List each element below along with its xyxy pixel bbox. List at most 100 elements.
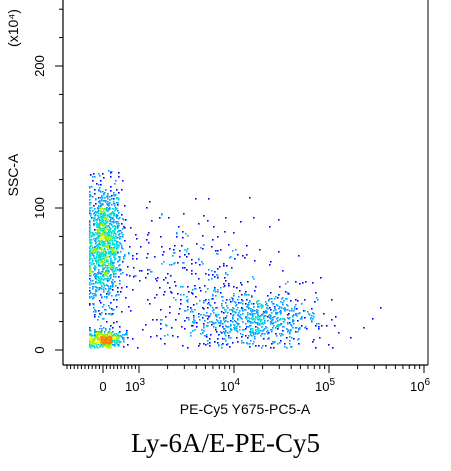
data-point — [98, 243, 100, 245]
data-point — [111, 339, 113, 341]
data-point — [121, 245, 123, 247]
data-point — [270, 316, 272, 318]
data-point — [89, 287, 91, 289]
data-point — [317, 299, 319, 301]
data-point — [99, 334, 101, 336]
data-point — [250, 328, 252, 330]
data-point — [97, 338, 99, 340]
data-point — [103, 335, 105, 337]
data-point — [102, 242, 104, 244]
data-point — [97, 223, 99, 225]
data-point — [92, 339, 94, 341]
data-point — [93, 255, 95, 257]
data-point — [292, 320, 294, 322]
data-point — [98, 173, 100, 175]
data-point — [260, 335, 262, 337]
data-point — [111, 217, 113, 219]
data-point — [296, 313, 298, 315]
data-point — [304, 317, 306, 319]
data-point — [262, 314, 264, 316]
data-point — [104, 336, 106, 338]
data-point — [113, 309, 115, 311]
data-point — [161, 263, 163, 265]
data-point — [103, 200, 105, 202]
data-point — [126, 332, 128, 334]
data-point — [272, 341, 274, 343]
data-point — [232, 317, 234, 319]
data-point — [223, 319, 225, 321]
data-point — [293, 323, 295, 325]
data-point — [90, 280, 92, 282]
data-point — [250, 334, 252, 336]
data-point — [252, 315, 254, 317]
data-point — [263, 329, 265, 331]
data-point — [282, 302, 284, 304]
data-point — [94, 218, 96, 220]
data-point — [205, 299, 207, 301]
data-point — [211, 324, 213, 326]
data-point — [101, 239, 103, 241]
data-point — [209, 321, 211, 323]
data-point — [247, 304, 249, 306]
data-point — [236, 322, 238, 324]
data-point — [267, 316, 269, 318]
data-point — [100, 205, 102, 207]
data-point — [155, 278, 157, 280]
data-point — [89, 282, 91, 284]
data-point — [241, 340, 243, 342]
data-point — [106, 217, 108, 219]
data-point — [132, 258, 134, 260]
data-point — [89, 343, 91, 345]
data-point — [89, 253, 91, 255]
data-point — [266, 311, 268, 313]
data-point — [176, 232, 178, 234]
data-point — [109, 253, 111, 255]
data-point — [119, 280, 121, 282]
data-point — [121, 336, 123, 338]
data-point — [108, 290, 110, 292]
data-point — [236, 330, 238, 332]
data-point — [113, 203, 115, 205]
data-point — [188, 291, 190, 293]
data-point — [101, 340, 103, 342]
data-point — [290, 330, 292, 332]
data-point — [119, 233, 121, 235]
data-point — [205, 335, 207, 337]
data-point — [279, 319, 281, 321]
data-point — [188, 317, 190, 319]
data-point — [92, 232, 94, 234]
data-point — [284, 319, 286, 321]
data-point — [94, 347, 96, 349]
data-point — [109, 220, 111, 222]
data-point — [92, 258, 94, 260]
data-point — [119, 326, 121, 328]
data-point — [100, 341, 102, 343]
data-point — [123, 346, 125, 348]
data-point — [127, 337, 129, 339]
data-point — [223, 283, 225, 285]
data-point — [117, 261, 119, 263]
data-point — [249, 313, 251, 315]
data-point — [93, 263, 95, 265]
data-point — [107, 247, 109, 249]
data-point — [122, 338, 124, 340]
data-point — [89, 225, 91, 227]
data-point — [109, 256, 111, 258]
data-point — [116, 216, 118, 218]
data-point — [98, 205, 100, 207]
data-point — [107, 278, 109, 280]
data-point — [161, 319, 163, 321]
data-point — [257, 327, 259, 329]
data-point — [167, 273, 169, 275]
data-point — [120, 269, 122, 271]
data-point — [292, 316, 294, 318]
data-point — [229, 299, 231, 301]
data-point — [92, 298, 94, 300]
data-point — [97, 251, 99, 253]
data-point — [101, 240, 103, 242]
data-point — [107, 334, 109, 336]
data-point — [108, 237, 110, 239]
data-point — [110, 339, 112, 341]
data-point — [224, 309, 226, 311]
data-point — [180, 303, 182, 305]
